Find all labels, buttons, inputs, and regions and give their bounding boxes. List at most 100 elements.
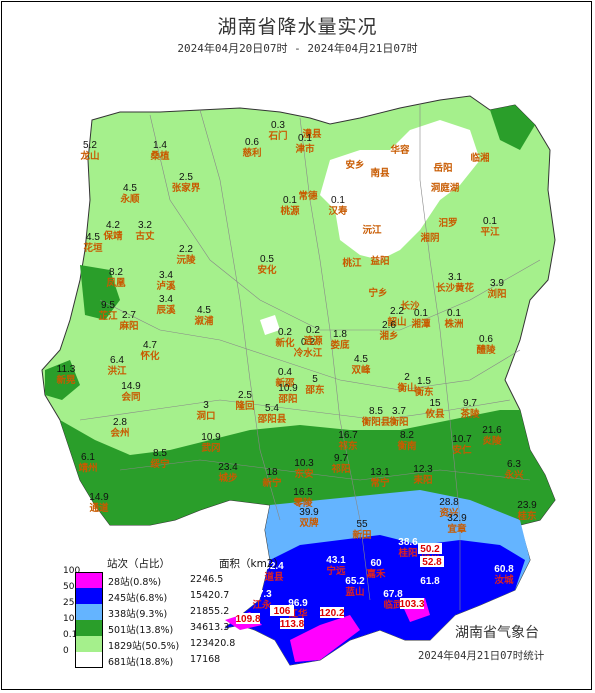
- station-marker: 0.1平江: [480, 216, 500, 238]
- station-name: 保靖: [102, 230, 123, 242]
- station-name: 宜章: [447, 523, 467, 535]
- station-name: 津市: [295, 143, 315, 155]
- station-marker: 0.5安化: [257, 254, 277, 276]
- station-value: 2.5: [238, 390, 252, 401]
- station-marker: 2.8会州: [110, 417, 129, 439]
- station-marker: 8.2衡南: [397, 430, 417, 452]
- station-marker: 1.5衡东: [414, 376, 434, 398]
- legend-threshold: 50: [63, 582, 75, 592]
- station-value: 0.1: [483, 216, 497, 227]
- footer-stat-time: 2024年04月21日07时统计: [418, 650, 545, 662]
- station-marker: 16.5零陵: [292, 487, 313, 509]
- station-marker: 120.2: [319, 607, 345, 619]
- station-name: 洞口: [195, 410, 215, 422]
- station-name: 醴陵: [476, 344, 496, 356]
- station-value: 21.6: [482, 425, 502, 436]
- station-marker: 1.8娄底: [329, 329, 350, 351]
- station-value: 1.8: [333, 329, 347, 340]
- station-name: 汝城: [494, 574, 514, 586]
- station-marker: 安乡: [345, 159, 364, 171]
- station-value: 6.3: [507, 459, 521, 470]
- station-value: 38.6: [398, 537, 418, 548]
- station-name: 新化: [275, 337, 295, 349]
- station-value: 9.7: [463, 398, 477, 409]
- station-value: 61.8: [420, 576, 440, 587]
- station-marker: 3.4泸溪: [156, 270, 176, 292]
- station-marker: 23.9桂东: [516, 500, 537, 522]
- legend-threshold: 100: [63, 566, 81, 576]
- station-value: 0.1: [298, 133, 312, 144]
- station-name: 汨罗: [438, 217, 457, 229]
- station-value: 13.1: [370, 467, 390, 478]
- rain-100-plus-area-1: [290, 615, 360, 662]
- station-value: 4.5: [197, 305, 211, 316]
- station-value: 4.5: [86, 232, 100, 243]
- station-value: 2.2: [179, 244, 193, 255]
- no-rain-area-north: [320, 120, 480, 260]
- map-subtitle: 2024年04月20日07时 - 2024年04月21日07时: [177, 42, 418, 55]
- station-marker: 10.9武冈: [201, 432, 221, 454]
- station-marker: 3.4辰溪: [156, 294, 176, 316]
- station-name: 蓝山: [345, 586, 364, 598]
- legend-stations: 338站(9.3%): [108, 609, 168, 620]
- station-name: 江永: [252, 599, 272, 611]
- station-value: 0.1: [447, 308, 461, 319]
- station-value: 106: [274, 606, 291, 617]
- station-marker: 6.3永兴: [503, 459, 524, 481]
- station-marker: 14.9通道: [89, 492, 109, 514]
- legend-row: 100 28站(0.8%) 2246.5: [63, 566, 315, 588]
- station-value: 0.5: [260, 254, 274, 265]
- station-marker: 临湘: [470, 152, 489, 164]
- station-value: 2.5: [179, 172, 193, 183]
- station-name: 城步: [218, 472, 238, 484]
- station-name: 邵东: [304, 384, 325, 396]
- station-name: 凤凰: [106, 278, 126, 289]
- station-name: 双牌: [298, 517, 319, 529]
- station-value: 9.5: [101, 300, 115, 311]
- station-marker: 4.5花垣: [83, 232, 103, 254]
- station-value: 103.3: [399, 599, 424, 610]
- station-marker: 0.1津市: [295, 133, 315, 155]
- station-marker: 32.9宜章: [447, 513, 467, 535]
- station-marker: 23.4城步: [218, 462, 238, 484]
- legend-stations: 501站(13.8%): [108, 625, 174, 636]
- station-name: 新邵: [275, 377, 295, 389]
- station-marker: 0.1湘潭: [411, 308, 431, 330]
- station-value: 3.4: [159, 294, 173, 305]
- station-value: 3.7: [392, 406, 406, 417]
- footer-organization: 湖南省气象台: [455, 625, 539, 641]
- station-value: 4.5: [354, 354, 368, 365]
- station-name: 嘉禾: [365, 568, 386, 580]
- station-value: 0.1: [414, 308, 428, 319]
- station-marker: 1.4桑植: [150, 140, 170, 162]
- legend-col-stations: 站次（占比）: [107, 558, 170, 570]
- station-marker: 113.8: [280, 618, 305, 630]
- station-value-box: [420, 556, 444, 567]
- station-marker: 桃江: [342, 257, 362, 269]
- station-name: 澧县: [302, 128, 322, 140]
- station-name: 麻阳: [118, 320, 138, 332]
- legend-swatch: [75, 620, 103, 636]
- station-value: 4.2: [106, 220, 120, 231]
- station-name: 华容: [390, 144, 410, 156]
- station-value: 67.8: [383, 589, 403, 600]
- station-marker: 0.3石门: [267, 120, 287, 142]
- station-name: 衡山: [397, 382, 416, 394]
- station-marker: 3.9浏阳: [487, 278, 506, 300]
- station-value: 0.4: [278, 367, 292, 378]
- station-value: 2.7: [122, 310, 136, 321]
- station-name: 武冈: [201, 442, 220, 454]
- station-value: 6.1: [81, 452, 95, 463]
- station-name: 茶陵: [459, 408, 480, 420]
- station-value: 1.4: [153, 140, 167, 151]
- station-marker: 0.6慈利: [242, 137, 261, 159]
- station-name: 湘阴: [420, 232, 439, 244]
- station-value: 50.2: [420, 544, 440, 555]
- station-name: 安化: [257, 264, 277, 276]
- station-name: 株洲: [444, 318, 463, 330]
- rain-50-100-area: [225, 535, 525, 665]
